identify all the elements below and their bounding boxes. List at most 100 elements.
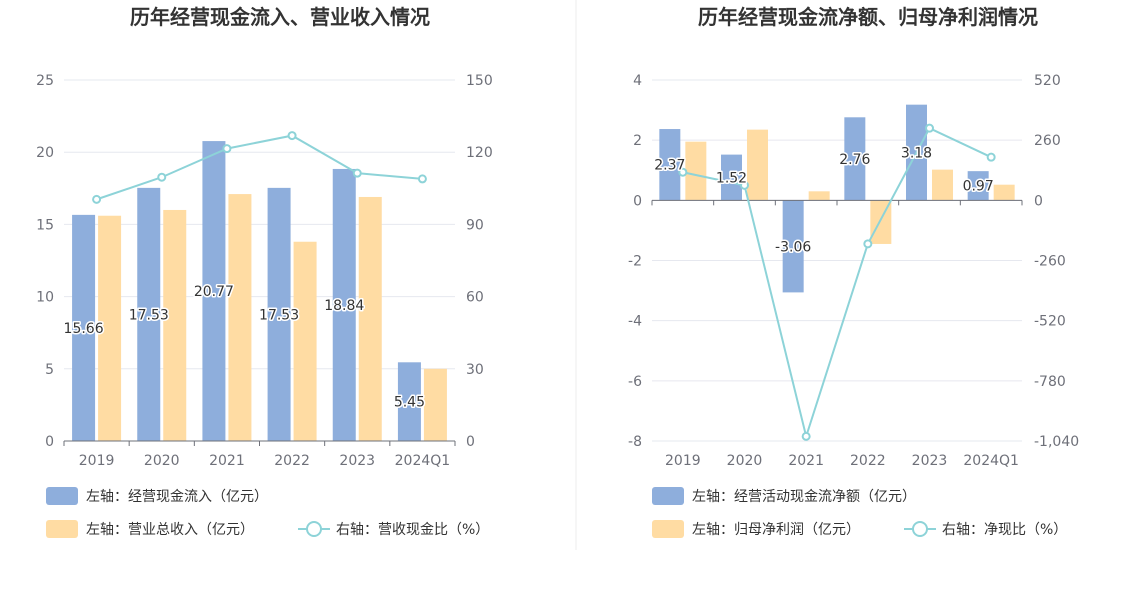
x-tick-label: 2022 bbox=[274, 453, 310, 469]
legend-swatch-bar-blue bbox=[46, 487, 78, 505]
left-tick-label: 2 bbox=[633, 133, 642, 149]
bar-series-2-2023 bbox=[358, 196, 382, 441]
legend-item-series-3[interactable]: 右轴：净现比（%） bbox=[904, 521, 1067, 538]
bar-series-2-2019 bbox=[685, 141, 707, 201]
line-point-2021 bbox=[222, 144, 232, 154]
legend-item-series-1[interactable]: 左轴：经营现金流入（亿元） bbox=[46, 487, 268, 505]
line-point-2024Q1 bbox=[417, 174, 427, 184]
data-label-2024Q1: 5.45 bbox=[394, 395, 425, 411]
bar-series-2-2021 bbox=[808, 191, 830, 201]
line-series bbox=[92, 131, 427, 204]
right-axis-ticks: 0 30 60 90 120 150 bbox=[466, 73, 493, 450]
bar-series-1-2021 bbox=[782, 200, 804, 293]
bar-series-2-2023 bbox=[932, 169, 953, 201]
legend-swatch-bar-blue bbox=[652, 487, 684, 505]
chart-panel-net-cash-net-profit: 历年经营现金流净额、归母净利润情况 -8 -6 -4 -2 0 2 4 -1,040 -780… bbox=[628, 5, 1079, 538]
right-tick-label: 90 bbox=[466, 217, 484, 233]
left-tick-label: 25 bbox=[36, 73, 54, 89]
legend-label: 左轴：归母净利润（亿元） bbox=[692, 521, 860, 538]
left-tick-label: -4 bbox=[628, 314, 642, 330]
data-label-2023: 3.18 bbox=[901, 146, 932, 162]
legend-label: 左轴：经营现金流入（亿元） bbox=[86, 489, 268, 505]
data-label-2019: 2.37 bbox=[654, 158, 685, 174]
bar-series-2-2020 bbox=[163, 209, 187, 441]
bar-series-2-2019 bbox=[98, 215, 122, 441]
line-point-2023 bbox=[925, 123, 934, 133]
right-tick-label: 0 bbox=[466, 434, 475, 450]
x-tick-label: 2024Q1 bbox=[963, 453, 1019, 469]
bar-series-1-2020 bbox=[721, 154, 742, 201]
right-tick-label: 0 bbox=[1034, 193, 1043, 209]
x-axis bbox=[651, 199, 1023, 206]
right-tick-label: 60 bbox=[466, 290, 484, 306]
bar-series bbox=[72, 141, 447, 442]
bar-series-1-2019 bbox=[72, 214, 96, 441]
right-tick-label: 150 bbox=[466, 73, 493, 89]
right-tick-label: -520 bbox=[1034, 314, 1066, 330]
bar-series-1-2022 bbox=[844, 117, 866, 201]
legend-marker-circle-icon bbox=[912, 521, 928, 537]
x-tick-label: 2019 bbox=[665, 453, 701, 469]
bar-series-1-2024Q1 bbox=[967, 171, 989, 201]
chart-panel-cash-inflow-revenue: 历年经营现金流入、营业收入情况 0 5 10 15 20 25 0 30 60 90 120 150… bbox=[36, 5, 493, 538]
legend-item-series-3[interactable]: 右轴：营收现金比（%） bbox=[298, 521, 489, 538]
line-point-2019 bbox=[92, 194, 102, 204]
bar-series-1-2019 bbox=[659, 129, 681, 201]
line-point-2021 bbox=[801, 431, 811, 441]
x-tick-label: 2020 bbox=[144, 453, 180, 469]
legend-label: 右轴：营收现金比（%） bbox=[336, 522, 489, 538]
bar-series bbox=[659, 104, 1015, 293]
data-label-2022: 2.76 bbox=[839, 152, 870, 168]
x-axis bbox=[63, 440, 456, 446]
x-tick-label: 2021 bbox=[209, 453, 245, 469]
legend-item-series-2[interactable]: 左轴：归母净利润（亿元） bbox=[652, 520, 860, 538]
legend-swatch-bar-orange bbox=[652, 520, 684, 538]
left-tick-label: 0 bbox=[633, 193, 642, 209]
bar-series-2-2024Q1 bbox=[423, 368, 447, 441]
grid-lines bbox=[652, 79, 1022, 442]
data-labels: 15.66 17.53 20.77 17.53 18.84 5.45 bbox=[62, 283, 426, 413]
right-tick-label: 30 bbox=[466, 362, 484, 378]
left-axis-ticks: 0 5 10 15 20 25 bbox=[36, 73, 54, 450]
line-series-path bbox=[682, 126, 992, 441]
x-tick-label: 2023 bbox=[912, 453, 948, 469]
legend-swatch-bar-orange bbox=[46, 520, 78, 538]
legend-label: 右轴：净现比（%） bbox=[942, 522, 1067, 538]
bar-series-2-2024Q1 bbox=[993, 184, 1015, 201]
bar-series-1-2021 bbox=[202, 141, 226, 441]
legend-label: 左轴：经营活动现金流净额（亿元） bbox=[692, 489, 916, 505]
line-point-2024Q1 bbox=[986, 152, 996, 162]
x-axis-ticks: 2019 2020 2021 2022 2023 2024Q1 bbox=[665, 453, 1019, 469]
right-tick-label: 120 bbox=[466, 145, 493, 161]
x-tick-label: 2023 bbox=[339, 453, 375, 469]
line-point-2022 bbox=[287, 131, 297, 141]
left-tick-label: -8 bbox=[628, 434, 642, 450]
bar-series-2-2020 bbox=[747, 129, 768, 201]
legend-item-series-1[interactable]: 左轴：经营活动现金流净额（亿元） bbox=[652, 487, 916, 505]
right-tick-label: -260 bbox=[1034, 254, 1066, 270]
line-series bbox=[678, 123, 996, 441]
line-point-2023 bbox=[352, 168, 362, 178]
legend-marker-circle-icon bbox=[306, 521, 322, 537]
legend: 左轴：经营现金流入（亿元） 左轴：营业总收入（亿元） 右轴：营收现金比（%） bbox=[46, 487, 489, 538]
legend-item-series-2[interactable]: 左轴：营业总收入（亿元） bbox=[46, 520, 254, 538]
left-tick-label: 15 bbox=[36, 217, 54, 233]
data-label-2020: 17.53 bbox=[129, 307, 169, 323]
x-tick-label: 2024Q1 bbox=[395, 453, 451, 469]
grid-lines bbox=[64, 79, 455, 442]
right-tick-label: 520 bbox=[1034, 73, 1061, 89]
data-label-2019: 15.66 bbox=[64, 321, 104, 337]
x-tick-label: 2022 bbox=[850, 453, 886, 469]
data-label-2021: -3.06 bbox=[775, 239, 811, 255]
x-tick-label: 2021 bbox=[788, 453, 824, 469]
line-point-2019 bbox=[678, 167, 688, 177]
bar-series-1-2023 bbox=[332, 168, 356, 442]
bar-series-1-2022 bbox=[267, 187, 291, 441]
bar-series-1-2024Q1 bbox=[397, 362, 421, 441]
bar-series-1-2020 bbox=[137, 187, 161, 441]
line-series-path bbox=[96, 134, 423, 201]
left-tick-label: 4 bbox=[633, 73, 642, 89]
right-axis-ticks: -1,040 -780 -520 -260 0 260 520 bbox=[1034, 73, 1079, 450]
bar-series-2-2022 bbox=[293, 241, 317, 441]
